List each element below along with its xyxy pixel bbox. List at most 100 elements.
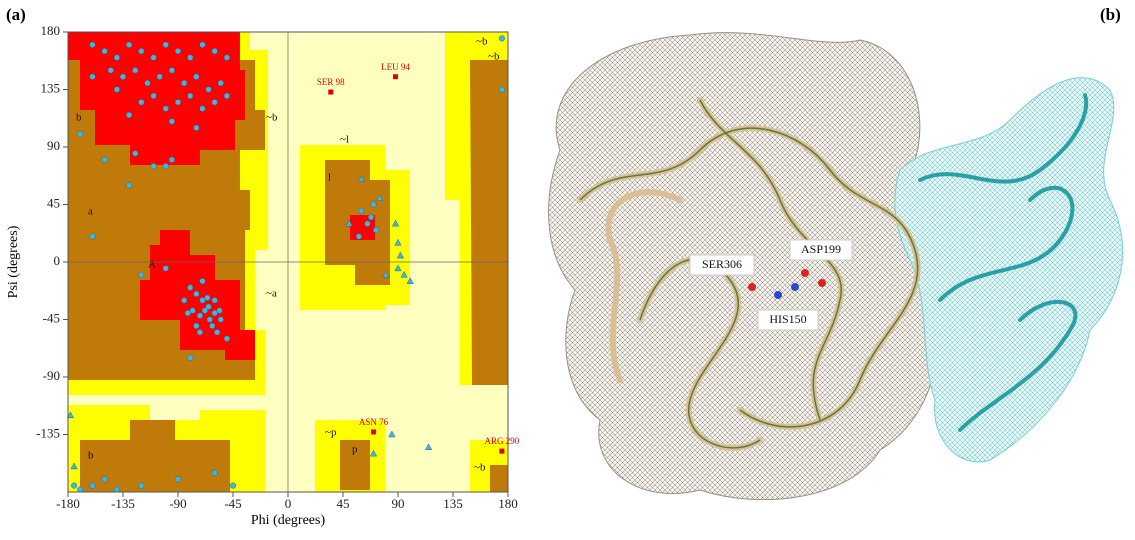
outlier-point <box>371 429 376 434</box>
x-tick-label: -180 <box>56 496 80 511</box>
region-label: ~a <box>266 288 277 300</box>
region-label: b <box>76 112 82 124</box>
x-tick-label: 90 <box>392 496 405 511</box>
residue-point <box>356 234 362 240</box>
residue-point <box>163 163 169 169</box>
residue-point <box>217 308 223 314</box>
residue-point <box>120 74 126 80</box>
residue-point <box>373 227 379 233</box>
residue-point <box>499 36 505 42</box>
residue-point <box>200 106 206 112</box>
residue-point <box>139 272 145 278</box>
residue-point <box>212 99 218 105</box>
residue-point <box>187 93 193 99</box>
x-tick-label: 135 <box>443 496 463 511</box>
residue-point <box>200 42 206 48</box>
residue-point <box>214 329 220 335</box>
outlier-label: LEU 94 <box>381 62 410 72</box>
residue-point <box>194 323 200 329</box>
residue-point <box>185 310 191 316</box>
y-tick-label: -135 <box>36 425 60 440</box>
outlier-point <box>393 74 398 79</box>
residue-point <box>90 234 96 240</box>
region-label: l <box>328 172 331 184</box>
residue-point <box>163 106 169 112</box>
residue-point <box>197 313 203 319</box>
y-axis-label: Psi (degrees) <box>6 225 21 298</box>
residue-point <box>71 483 77 489</box>
outlier-label: ARG 290 <box>485 436 520 446</box>
residue-point <box>218 80 224 86</box>
residue-point <box>200 278 206 284</box>
residue-point <box>132 151 138 157</box>
region-label: ~b <box>474 462 486 474</box>
residue-point <box>114 87 120 93</box>
residue-point <box>169 157 175 163</box>
region-label: ~p <box>325 427 337 439</box>
region-label: a <box>88 206 93 218</box>
residue-point <box>90 42 96 48</box>
residue-point <box>175 48 181 54</box>
residue-point <box>151 93 157 99</box>
residue-point <box>151 163 157 169</box>
residue-point <box>90 74 96 80</box>
x-tick-label: 180 <box>498 496 518 511</box>
residue-point <box>218 317 224 323</box>
residue-point <box>371 202 377 208</box>
residue-point <box>197 329 203 335</box>
y-tick-label: -45 <box>43 310 60 325</box>
residue-point <box>359 208 365 214</box>
panel-label: (a) <box>6 5 26 24</box>
residue-point <box>139 99 145 105</box>
residue-point <box>126 112 132 118</box>
residue-point <box>230 483 236 489</box>
y-tick-label: 135 <box>41 80 61 95</box>
residue-point <box>151 55 157 61</box>
residue-label: SER306 <box>702 257 742 271</box>
residue-point <box>108 68 114 74</box>
outlier-point <box>328 90 333 95</box>
residue-point <box>224 336 230 342</box>
residue-point <box>139 483 145 489</box>
residue-point <box>207 317 213 323</box>
residue-point <box>365 221 371 227</box>
residue-point <box>209 323 215 329</box>
residue-point <box>205 295 211 301</box>
x-tick-label: 45 <box>337 496 350 511</box>
residue-label: ASP199 <box>801 242 841 256</box>
region-label: A <box>148 259 156 271</box>
x-tick-label: 0 <box>285 496 292 511</box>
residue-point <box>102 476 108 482</box>
y-tick-label: 180 <box>41 23 61 38</box>
residue-point <box>126 42 132 48</box>
residue-point <box>187 285 193 291</box>
residue-point <box>169 68 175 74</box>
residue-point <box>77 487 83 493</box>
residue-point <box>194 125 200 131</box>
residue-point <box>212 298 218 304</box>
region-label: ~b <box>476 36 488 48</box>
residue-point <box>187 355 193 361</box>
residue-point <box>102 48 108 54</box>
residue-point <box>206 87 212 93</box>
x-tick-label: -45 <box>224 496 241 511</box>
residue-point <box>157 74 163 80</box>
residue-point <box>212 470 218 476</box>
y-tick-label: 90 <box>47 138 60 153</box>
residue-point <box>187 55 193 61</box>
residue-point <box>175 99 181 105</box>
protein-structure: SER306 ASP199 HIS150 <box>549 33 1123 500</box>
residue-point <box>139 48 145 54</box>
region-label: ~b <box>266 112 278 124</box>
residue-point <box>224 93 230 99</box>
outlier-point <box>499 449 504 454</box>
residue-point <box>102 157 108 163</box>
residue-point <box>224 55 230 61</box>
x-axis-label: Phi (degrees) <box>251 513 326 528</box>
y-tick-label: 45 <box>47 195 60 210</box>
residue-point <box>181 298 187 304</box>
residue-point <box>499 87 505 93</box>
residue-point <box>114 55 120 61</box>
residue-point <box>194 291 200 297</box>
residue-point <box>114 487 120 493</box>
